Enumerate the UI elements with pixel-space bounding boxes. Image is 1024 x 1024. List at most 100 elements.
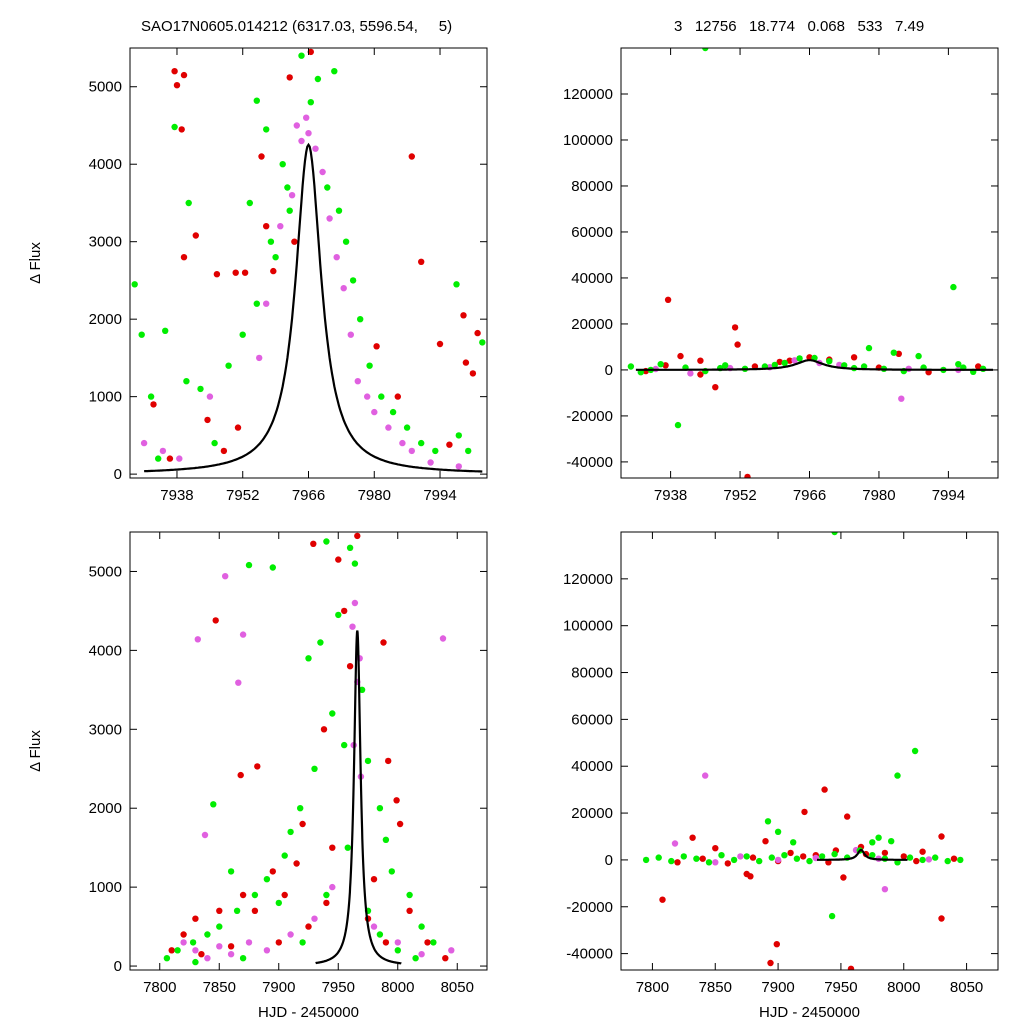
data-point-green <box>627 363 635 370</box>
data-point-green <box>349 277 357 284</box>
y-tick-label: 60000 <box>571 224 613 241</box>
data-point-red <box>263 223 270 230</box>
data-point-violet <box>140 439 148 447</box>
data-point-green <box>756 857 763 865</box>
data-point-green <box>376 931 384 938</box>
y-tick-label: 3000 <box>89 234 122 251</box>
data-point-violet <box>394 939 401 946</box>
data-point-red <box>341 607 348 615</box>
data-point-green <box>357 316 364 323</box>
data-point-red <box>258 153 265 160</box>
data-point-green <box>305 655 312 662</box>
scatter-points <box>131 48 486 470</box>
data-point-green <box>269 564 276 571</box>
data-point-green <box>950 283 957 291</box>
data-point-red <box>180 931 187 938</box>
x-tick-label: 7994 <box>423 487 456 504</box>
data-point-violet <box>216 943 223 950</box>
data-point-green <box>263 126 270 133</box>
data-point-green <box>781 359 788 367</box>
data-point-green <box>826 358 833 365</box>
data-point-red <box>734 341 741 348</box>
data-point-green <box>287 828 294 836</box>
data-point-violet <box>194 636 201 643</box>
x-tick-label: 7938 <box>654 487 687 504</box>
y-tick-label: 60000 <box>571 711 613 728</box>
data-point-green <box>412 955 419 962</box>
data-point-green <box>284 184 291 191</box>
data-point-violet <box>311 915 318 922</box>
data-point-violet <box>371 408 378 416</box>
data-point-green <box>239 331 246 338</box>
y-tick-label: 100000 <box>563 618 613 635</box>
data-point-violet <box>791 357 798 364</box>
x-tick-label: 8000 <box>381 979 414 996</box>
data-point-green <box>174 947 181 954</box>
x-tick-label: 7980 <box>862 487 895 504</box>
data-point-green <box>311 765 318 772</box>
data-point-green <box>323 538 330 545</box>
fit-parameters-header: 3 12756 18.774 0.068 533 7.49 <box>674 18 924 35</box>
data-point-violet <box>319 168 326 176</box>
x-tick-label: 8050 <box>950 979 983 996</box>
data-point-green <box>774 828 782 835</box>
y-tick-label: 80000 <box>571 665 613 682</box>
data-point-red <box>227 943 235 950</box>
data-point-red <box>180 71 188 79</box>
x-tick-label: 7952 <box>723 487 756 504</box>
data-point-green <box>211 439 218 447</box>
data-point-green <box>479 339 486 346</box>
data-point-violet <box>408 447 415 455</box>
data-point-green <box>382 836 390 843</box>
data-point-green <box>957 856 964 864</box>
data-point-green <box>185 199 192 207</box>
y-tick-label: 120000 <box>563 571 613 588</box>
data-point-red <box>462 359 470 366</box>
data-point-red <box>241 269 249 276</box>
data-point-green <box>394 947 401 954</box>
data-point-violet <box>303 114 310 121</box>
data-point-red <box>320 726 328 733</box>
data-point-violet <box>176 455 183 462</box>
data-point-violet <box>235 679 242 686</box>
data-point-green <box>253 97 260 104</box>
data-point-green <box>376 805 384 812</box>
x-tick-label: 7966 <box>292 487 325 504</box>
y-tick-label: 80000 <box>571 178 613 195</box>
model-curve <box>144 142 483 473</box>
data-point-red <box>801 808 808 816</box>
data-point-green <box>171 123 178 131</box>
data-point-red <box>192 232 199 239</box>
data-point-red <box>418 258 425 265</box>
data-point-red <box>442 955 449 962</box>
data-point-red <box>270 267 277 275</box>
data-point-violet <box>448 947 455 954</box>
data-point-green <box>216 923 223 930</box>
data-point-violet <box>349 623 356 630</box>
data-point-green <box>793 855 801 862</box>
panel-top-right-zoom: 7938 7952 7966 7980 7994 -40000 -20000 0 20000 40… <box>563 47 999 504</box>
panel-bottom-right-full: 7800 7850 7900 7950 8000 8050 -40000 -20000 0 200… <box>563 531 999 1021</box>
data-point-red <box>950 855 958 862</box>
data-point-green <box>875 834 882 841</box>
data-point-green <box>894 772 901 779</box>
x-tick-label: 8000 <box>887 979 920 996</box>
data-point-red <box>239 891 247 899</box>
x-tick-label: 7952 <box>226 487 259 504</box>
data-point-red <box>731 324 739 331</box>
data-point-red <box>180 254 188 261</box>
data-point-green <box>869 852 876 859</box>
panel-top-left-zoom: 7938 7952 7966 7980 7994 0 1000 2000 3000 4000 500… <box>27 47 488 504</box>
data-point-red <box>192 915 199 922</box>
data-point-red <box>424 939 431 946</box>
data-point-violet <box>351 599 359 607</box>
y-tick-label: 0 <box>605 362 613 379</box>
y-tick-label: -20000 <box>566 899 613 916</box>
data-point-green <box>389 408 397 416</box>
data-point-green <box>342 238 350 245</box>
data-point-green <box>906 854 914 861</box>
data-point-red <box>474 329 481 337</box>
data-point-green <box>705 859 713 866</box>
plot-frame <box>129 531 488 971</box>
y-tick-label: 0 <box>114 466 122 483</box>
